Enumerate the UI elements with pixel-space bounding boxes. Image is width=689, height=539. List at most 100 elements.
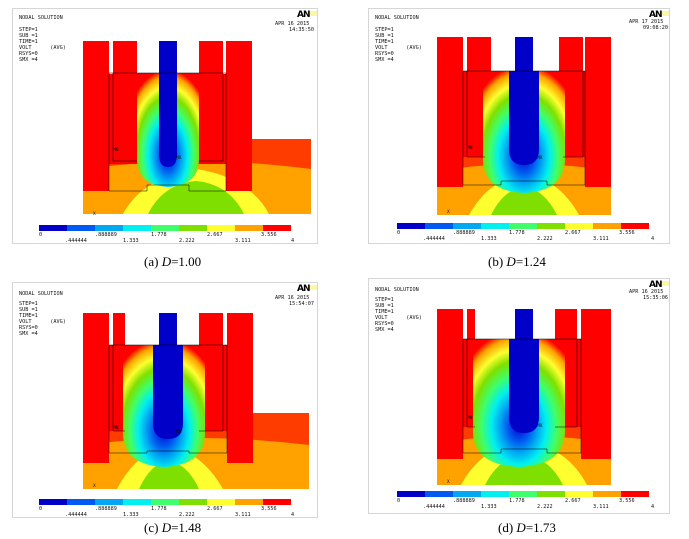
legend-value-7: 3.111 (235, 512, 251, 518)
legend-bar-5 (179, 499, 207, 505)
legend-bar-5 (537, 491, 565, 497)
legend-bar-7 (593, 223, 621, 229)
legend-value-2: .888889 (453, 498, 475, 504)
legend-bar-3 (481, 223, 509, 229)
legend-bar-3 (123, 499, 151, 505)
axis-x-label: X (447, 209, 450, 215)
info-line-volt: VOLT (AVG) (19, 319, 66, 325)
caption-b-var: D (506, 254, 516, 269)
contour-plot: MN MX X (39, 313, 309, 505)
panel-b: NODAL SOLUTION STEP=1 SUB =1 TIME=1 VOLT… (368, 8, 670, 244)
info-line-sub: SUB =1 (375, 33, 394, 39)
legend-bar-6 (207, 499, 235, 505)
caption-b: (b) D=1.24 (488, 254, 546, 270)
legend-value-8: 3.556 (619, 498, 635, 504)
legend-value-8: 3.556 (619, 230, 635, 236)
legend-value-3: 1.333 (481, 504, 497, 510)
ansys-logo: AN (649, 10, 662, 20)
caption-c: (c) D=1.48 (144, 520, 201, 536)
legend-bar-0 (39, 499, 67, 505)
legend-value-1: .444444 (65, 238, 87, 244)
legend-value-6: 2.667 (207, 506, 223, 512)
legend-bar-3 (481, 491, 509, 497)
legend-value-0: 0 (397, 230, 401, 236)
info-line-rsys: RSYS=0 (375, 51, 394, 57)
mx-label: MX (537, 423, 543, 429)
plot-date: APR 16 2015 (275, 21, 310, 27)
info-line-smx: SMX =4 (19, 57, 38, 63)
legend-bar-4 (509, 491, 537, 497)
legend-bar-2 (95, 499, 123, 505)
legend-value-9: 4 (291, 512, 295, 518)
info-line-volt: VOLT (AVG) (19, 45, 66, 51)
panel-d: NODAL SOLUTION STEP=1 SUB =1 TIME=1 VOLT… (368, 278, 670, 514)
mx-label: MX (537, 155, 543, 161)
info-line-step: STEP=1 (19, 27, 38, 33)
legend-bar-0 (397, 223, 425, 229)
center-electrode (159, 313, 177, 351)
outline (108, 72, 227, 192)
caption-d-value: =1.73 (525, 520, 556, 535)
legend-value-5: 2.222 (537, 504, 553, 510)
info-line-time: TIME=1 (19, 313, 38, 319)
plot-time: 15:54:07 (289, 301, 314, 307)
info-line-volt: VOLT (AVG) (375, 315, 422, 321)
legend-value-3: 1.333 (123, 238, 139, 244)
legend-bar-1 (67, 225, 95, 231)
caption-c-var: D (161, 520, 172, 535)
legend-bar-5 (179, 225, 207, 231)
center-electrode (515, 37, 533, 77)
info-line-sub: SUB =1 (19, 307, 38, 313)
caption-d: (d) D=1.73 (498, 520, 556, 536)
info-line-step: STEP=1 (375, 297, 394, 303)
outline (462, 338, 582, 454)
legend-value-7: 3.111 (593, 236, 609, 242)
legend-bar-5 (537, 223, 565, 229)
caption-b-value: =1.24 (515, 254, 546, 269)
green-band (491, 187, 557, 215)
info-line-rsys: RSYS=0 (19, 51, 38, 57)
center-well (509, 71, 539, 165)
mx-label: MX (176, 429, 182, 435)
legend-bar-4 (151, 225, 179, 231)
legend-value-5: 2.222 (179, 238, 195, 244)
legend-bar-4 (151, 499, 179, 505)
legend-bar-8 (263, 499, 291, 505)
info-line-step: STEP=1 (375, 27, 394, 33)
info-line-nodal: NODAL SOLUTION (19, 291, 63, 297)
info-line-nodal: NODAL SOLUTION (375, 287, 419, 293)
info-line-smx: SMX =4 (375, 327, 394, 333)
panel-a: NODAL SOLUTION STEP=1 SUB =1 TIME=1 VOLT… (12, 8, 318, 244)
logo-marker (659, 281, 669, 286)
info-line-nodal: NODAL SOLUTION (375, 15, 419, 21)
legend-value-5: 2.222 (537, 236, 553, 242)
logo-marker (307, 285, 317, 290)
legend-bar-1 (425, 491, 453, 497)
legend-value-2: .888889 (453, 230, 475, 236)
legend-bar-8 (263, 225, 291, 231)
center-well (159, 73, 177, 167)
legend-value-9: 4 (651, 504, 655, 510)
contour-plot: MN MX X (397, 309, 649, 497)
info-line-nodal: NODAL SOLUTION (19, 15, 63, 21)
legend-bar-8 (621, 223, 649, 229)
legend-value-9: 4 (291, 238, 295, 244)
mn-label: MN (113, 147, 119, 153)
contour-plot: MN MX X (39, 41, 311, 231)
legend-bar-7 (593, 491, 621, 497)
plot-time: 14:35:50 (289, 27, 314, 33)
legend-value-4: 1.778 (151, 232, 167, 238)
green-band (148, 181, 244, 214)
caption-a: (a) D=1.00 (144, 254, 201, 270)
info-line-sub: SUB =1 (19, 33, 38, 39)
plot-time: 15:35:06 (643, 295, 668, 301)
center-well (509, 339, 539, 433)
legend-bar-8 (621, 491, 649, 497)
ansys-logo: AN (297, 284, 310, 294)
mn-label: MN (467, 145, 473, 151)
caption-a-value: =1.00 (171, 254, 202, 269)
legend-value-8: 3.556 (261, 232, 277, 238)
center-well (153, 345, 183, 439)
info-line-sub: SUB =1 (375, 303, 394, 309)
legend-value-6: 2.667 (207, 232, 223, 238)
